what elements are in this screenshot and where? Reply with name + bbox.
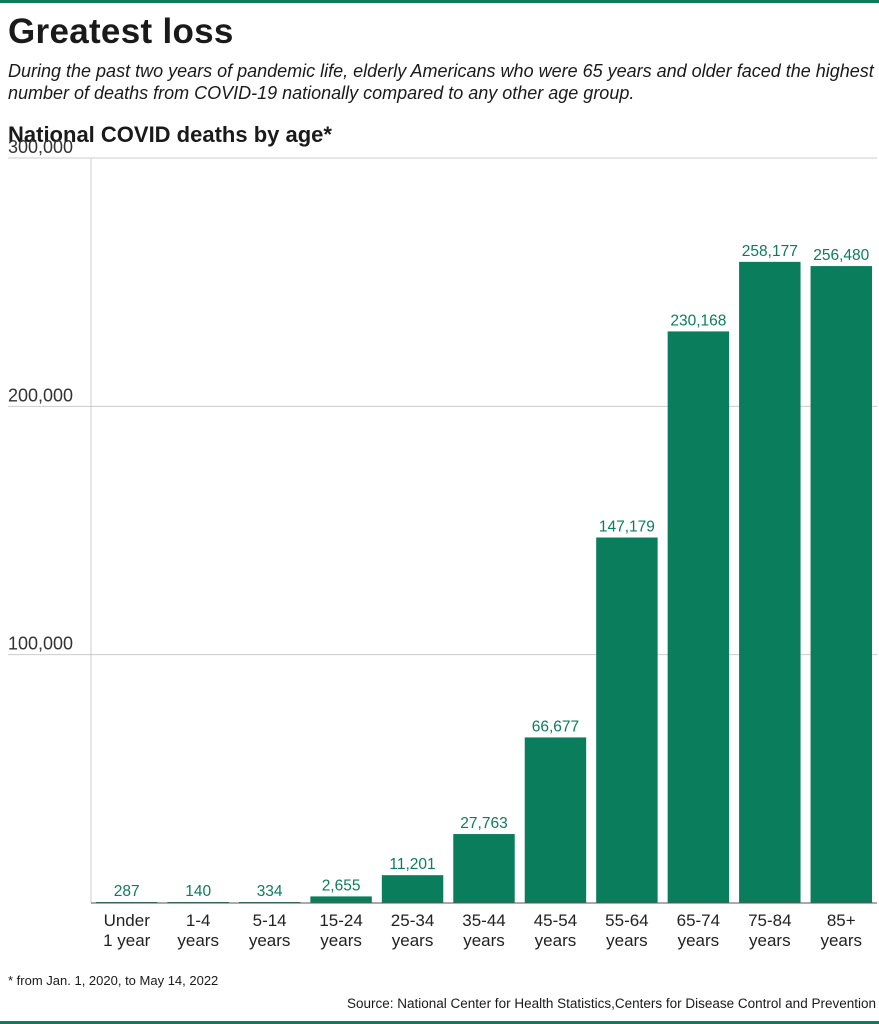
source-note: Source: National Center for Health Stati… — [346, 996, 876, 1011]
category-label: 75-84 — [748, 911, 791, 930]
category-label: 1 year — [103, 931, 151, 950]
category-label: 25-34 — [391, 911, 434, 930]
grid-lines — [8, 157, 877, 656]
bar-value-label: 2,655 — [322, 877, 361, 894]
bar — [381, 875, 444, 903]
bar — [524, 737, 587, 903]
category-label: 35-44 — [462, 911, 505, 930]
category-label: years — [249, 931, 291, 950]
bars — [96, 261, 872, 903]
category-label: years — [177, 931, 219, 950]
category-label: years — [535, 931, 577, 950]
bar — [739, 261, 801, 903]
bar-value-label: 140 — [185, 883, 211, 900]
bar-value-label: 287 — [114, 883, 140, 900]
bar-value-label: 11,201 — [389, 856, 435, 873]
bar-value-label: 147,179 — [599, 519, 655, 536]
bar-value-label: 258,177 — [742, 243, 798, 260]
y-tick-label: 100,000 — [8, 634, 73, 654]
chart-title: National COVID deaths by age* — [8, 122, 332, 147]
bar — [810, 266, 872, 903]
category-label: years — [463, 931, 505, 950]
footnote: * from Jan. 1, 2020, to May 14, 2022 — [8, 973, 219, 988]
category-label: 1-4 — [186, 911, 211, 930]
y-tick-label: 300,000 — [8, 137, 73, 157]
category-label: 55-64 — [605, 911, 648, 930]
category-label: Under — [104, 911, 151, 930]
category-label: 65-74 — [677, 911, 720, 930]
bar-value-label: 66,677 — [532, 718, 579, 735]
category-label: years — [678, 931, 720, 950]
page-subtitle: During the past two years of pandemic li… — [8, 61, 874, 103]
category-label: years — [392, 931, 434, 950]
bar-value-label: 230,168 — [670, 312, 726, 329]
y-tick-label: 200,000 — [8, 385, 73, 405]
data-labels: 287 140 334 2,655 11,201 27,763 66,677 147,179 2… — [114, 243, 870, 900]
bottom-rule — [0, 1021, 879, 1024]
bar — [596, 537, 658, 903]
bar-value-label: 256,480 — [813, 247, 869, 264]
bar-value-label: 27,763 — [460, 815, 507, 832]
bar — [667, 331, 730, 903]
bar — [453, 834, 515, 903]
category-label: 45-54 — [534, 911, 577, 930]
top-rule — [0, 0, 879, 3]
category-label: years — [749, 931, 791, 950]
bar-value-label: 334 — [257, 883, 283, 900]
category-label: years — [606, 931, 648, 950]
category-label: 5-14 — [253, 911, 287, 930]
category-label: 85+ — [827, 911, 856, 930]
bar — [310, 896, 372, 903]
page-title: Greatest loss — [8, 12, 234, 51]
y-axis-ticks: 100,000 200,000 300,000 — [8, 137, 73, 654]
category-label: years — [320, 931, 362, 950]
category-label: 15-24 — [319, 911, 362, 930]
category-label: years — [820, 931, 862, 950]
